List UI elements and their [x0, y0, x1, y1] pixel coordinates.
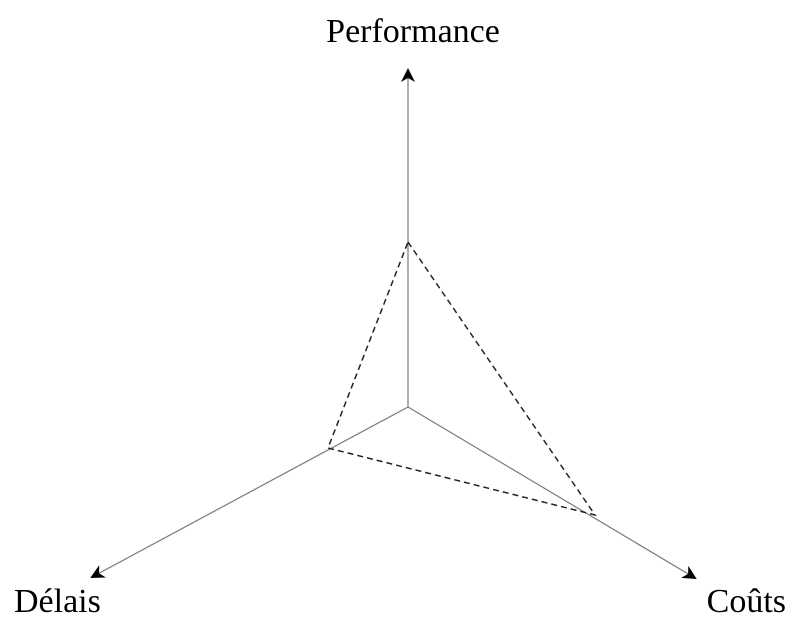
performance-triangle	[326, 240, 597, 517]
axis-label-couts: Coûts	[707, 583, 786, 619]
axis-label-delais: Délais	[14, 583, 101, 619]
axis-label-performance: Performance	[326, 13, 500, 50]
axis-couts	[407, 406, 697, 580]
axis-delais	[90, 406, 409, 578]
